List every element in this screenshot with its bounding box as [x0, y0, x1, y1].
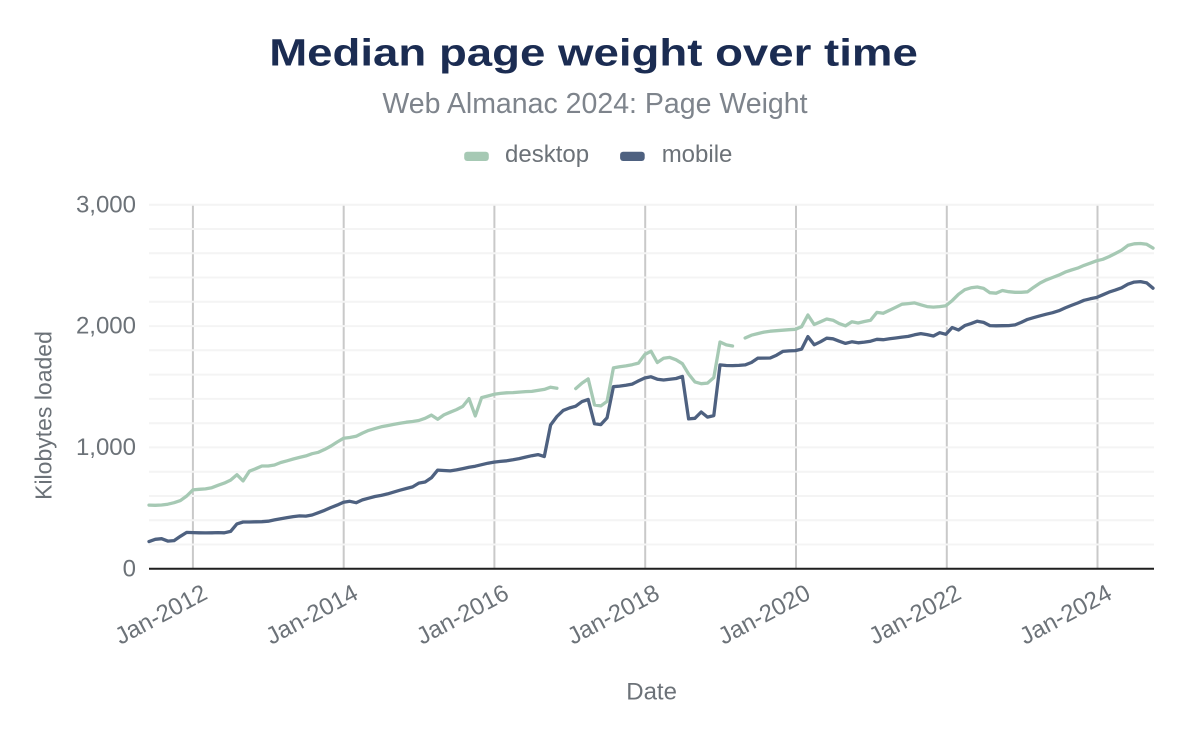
svg-text:1,000: 1,000 — [76, 434, 136, 461]
svg-text:0: 0 — [123, 555, 136, 582]
svg-text:desktop: desktop — [505, 141, 589, 168]
svg-text:Web Almanac 2024: Page Weight: Web Almanac 2024: Page Weight — [382, 88, 807, 120]
svg-text:2,000: 2,000 — [76, 313, 136, 340]
svg-text:mobile: mobile — [662, 141, 733, 168]
svg-text:Date: Date — [626, 678, 677, 705]
svg-text:Kilobytes loaded: Kilobytes loaded — [31, 331, 57, 500]
svg-text:Median page weight over time: Median page weight over time — [269, 31, 918, 74]
svg-text:3,000: 3,000 — [76, 191, 136, 218]
